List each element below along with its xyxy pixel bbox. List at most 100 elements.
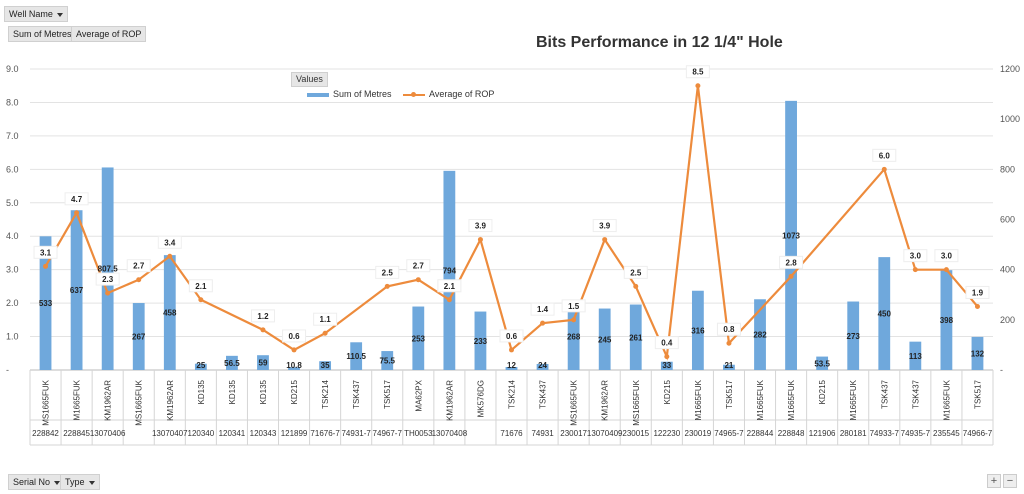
metres-data-label: 253 xyxy=(412,334,426,343)
rop-label-box xyxy=(375,265,400,279)
rop-point xyxy=(105,290,111,296)
type-tick-label: M1665FUK xyxy=(942,379,951,420)
type-tick-label: MS1665FUK xyxy=(135,379,144,425)
rop-label-box xyxy=(779,255,804,269)
type-tick-label: MS1665FUK xyxy=(42,379,51,425)
metres-bar xyxy=(474,311,487,370)
rop-label-box xyxy=(530,302,555,316)
rop-label-box xyxy=(313,312,338,326)
serial-tick-label: 120343 xyxy=(250,429,277,438)
metres-bar xyxy=(754,299,766,370)
metres-bar xyxy=(971,336,984,370)
type-filter-label: Type xyxy=(65,477,85,487)
type-tick-label: KD215 xyxy=(818,379,827,404)
rop-line xyxy=(44,85,979,361)
serial-tick-label: 280181 xyxy=(840,429,867,438)
serial-tick-label: 74931-7 xyxy=(341,429,371,438)
serial-tick-label: 74931 xyxy=(531,429,554,438)
rop-label-box xyxy=(623,265,648,279)
type-tick-label: TSK437 xyxy=(880,379,889,408)
serial-tick-label: 71676-7 xyxy=(310,429,340,438)
y-right-tick-label: 1000 xyxy=(1000,114,1020,124)
serial-tick-label: 74935-7 xyxy=(901,429,931,438)
rop-data-label: 6.0 xyxy=(879,151,891,160)
rop-point xyxy=(415,277,421,283)
metres-bar xyxy=(39,236,52,370)
serial-tick-label: 13070406 xyxy=(90,429,126,438)
rop-data-label: 3.0 xyxy=(910,252,922,261)
type-filter[interactable]: Type xyxy=(60,474,100,490)
serial-tick-label: 13070407 xyxy=(152,429,188,438)
serial-no-filter[interactable]: Serial No xyxy=(8,474,66,490)
metres-data-label: 56.5 xyxy=(224,359,240,368)
type-tick-label: MA62PX xyxy=(414,379,423,411)
rop-point xyxy=(384,283,390,289)
zoom-out-button[interactable]: − xyxy=(1003,474,1017,488)
metres-data-label: 316 xyxy=(691,326,705,335)
metres-bar xyxy=(723,364,735,370)
serial-tick-label: 71676 xyxy=(500,429,523,438)
metres-bar xyxy=(816,356,829,370)
type-tick-label: KD135 xyxy=(197,379,206,404)
rop-data-label: 2.3 xyxy=(102,275,114,284)
rop-data-label: 3.4 xyxy=(164,238,176,247)
metres-bar xyxy=(412,306,425,370)
metres-data-label: 33 xyxy=(662,361,671,370)
y-left-tick-label: 6.0 xyxy=(6,164,19,174)
rop-point xyxy=(509,347,514,353)
type-tick-label: TSK214 xyxy=(321,379,330,408)
rop-point xyxy=(43,263,49,269)
rop-data-label: 1.9 xyxy=(972,288,984,297)
rop-point xyxy=(198,297,204,303)
metres-data-label: 12 xyxy=(507,361,516,370)
rop-label-box xyxy=(64,192,89,206)
serial-tick-label: 120340 xyxy=(188,429,215,438)
rop-label-box xyxy=(499,329,524,343)
zoom-in-button[interactable]: + xyxy=(987,474,1001,488)
rop-point xyxy=(881,166,887,172)
type-tick-label: MS1665FUK xyxy=(632,379,641,425)
y-left-tick-label: 3.0 xyxy=(6,265,19,275)
serial-tick-label: 230015 xyxy=(622,429,649,438)
type-tick-label: M1665FUK xyxy=(849,379,858,420)
rop-point xyxy=(477,237,483,243)
rop-data-label: 2.8 xyxy=(786,258,798,267)
rop-label-box xyxy=(592,219,617,233)
rop-data-label: 8.5 xyxy=(692,68,704,77)
type-tick-label: TSK517 xyxy=(973,379,982,408)
rop-point xyxy=(571,317,577,323)
metres-bar xyxy=(226,355,238,370)
y-left-tick-label: 1.0 xyxy=(6,332,19,342)
metres-bar xyxy=(257,355,269,370)
y-left-tick-label: 8.0 xyxy=(6,97,19,107)
metres-bar xyxy=(381,351,394,370)
metres-bar xyxy=(940,270,953,370)
avg-rop-field[interactable]: Average of ROP xyxy=(71,26,147,42)
metres-data-label: 268 xyxy=(567,332,581,341)
rop-point xyxy=(664,354,670,360)
rop-data-label: 3.0 xyxy=(941,252,953,261)
rop-point xyxy=(540,320,546,326)
metres-bar xyxy=(629,304,642,370)
serial-tick-label: 120341 xyxy=(219,429,246,438)
metres-data-label: 794 xyxy=(443,266,457,275)
chevron-down-icon xyxy=(88,480,95,485)
well-name-filter[interactable]: Well Name xyxy=(4,6,68,22)
rop-data-label: 3.9 xyxy=(475,222,487,231)
metres-data-label: 21 xyxy=(724,361,733,370)
type-tick-label: TSK437 xyxy=(911,379,920,408)
metres-data-label: 637 xyxy=(70,286,84,295)
sum-metres-field[interactable]: Sum of Metres xyxy=(8,26,77,42)
type-tick-label: TSK437 xyxy=(539,379,548,408)
metres-data-label: 245 xyxy=(598,335,612,344)
metres-bar xyxy=(70,210,83,370)
serial-tick-label: 235545 xyxy=(933,429,960,438)
metres-data-label: 132 xyxy=(971,349,985,358)
y-right-tick-label: 600 xyxy=(1000,215,1015,225)
serial-tick-label: 230019 xyxy=(685,429,712,438)
rop-data-label: 0.6 xyxy=(506,332,518,341)
y-left-tick-label: 2.0 xyxy=(6,298,19,308)
metres-bar xyxy=(443,170,456,370)
serial-tick-label: 13070409 xyxy=(587,429,623,438)
